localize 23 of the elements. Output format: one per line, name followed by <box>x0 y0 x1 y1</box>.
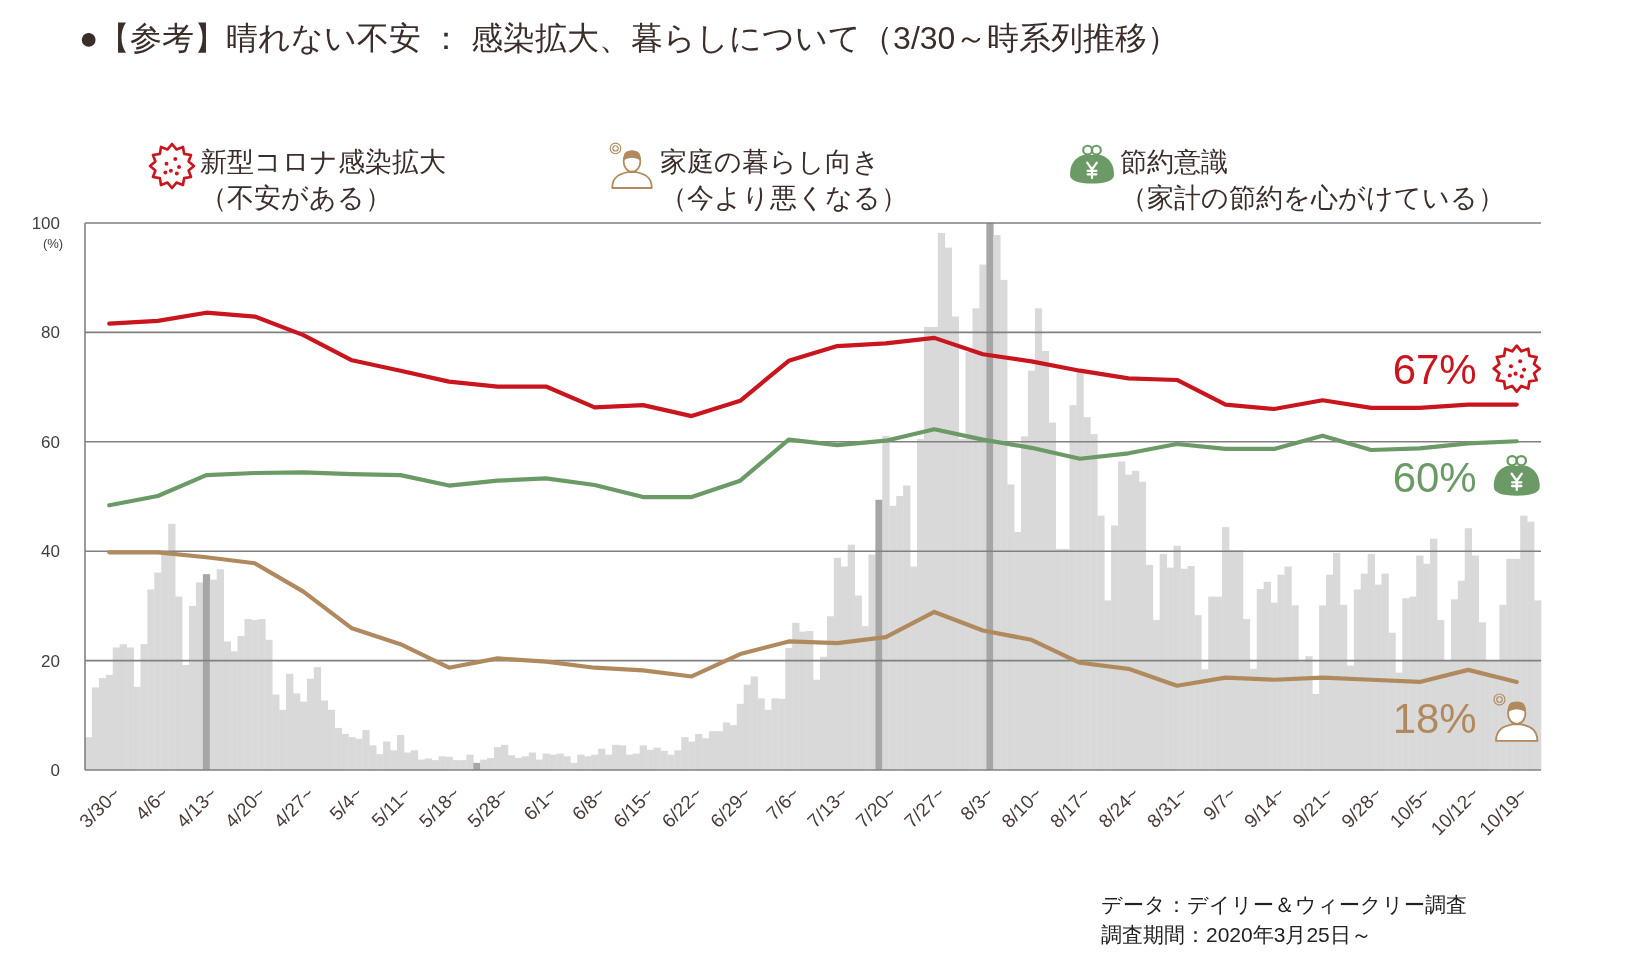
y-axis-title: (%) <box>42 236 64 251</box>
x-tick-label: 9/7~ <box>1198 782 1241 825</box>
x-tick-label: 7/6~ <box>762 782 804 825</box>
x-tick-label: 4/6~ <box>131 782 173 825</box>
y-tick-label: 60 <box>41 432 60 452</box>
y-tick-label: 80 <box>41 323 60 343</box>
x-tick-label: 8/3~ <box>956 782 998 825</box>
x-tick-label: 6/1~ <box>519 782 561 825</box>
legend-label: 新型コロナ感染拡大（不安がある） <box>200 147 446 213</box>
y-tick-label: 0 <box>50 761 60 780</box>
y-tick-label: 20 <box>41 651 60 671</box>
annotation: 18% <box>1392 694 1477 742</box>
legend-label: 節約意識（家計の節約を心がけている） <box>1120 147 1505 213</box>
y-tick-label: 100 <box>31 214 60 233</box>
legend-label: 家庭の暮らし向き（今より悪くなる） <box>660 147 908 213</box>
text: データ：デイリー＆ウィークリー調査 <box>1101 893 1467 916</box>
chart-title: ●【参考】晴れない不安 ： 感染拡大、暮らしについて（3/30～時系列推移） <box>79 20 1180 56</box>
text: 調査期間：2020年3月25日～ <box>1101 923 1372 946</box>
annotation: 60% <box>1392 454 1477 502</box>
y-tick-label: 40 <box>41 542 60 562</box>
x-tick-label: 5/4~ <box>325 782 367 825</box>
annotation: 67% <box>1392 345 1477 393</box>
x-tick-label: 6/8~ <box>568 782 610 825</box>
